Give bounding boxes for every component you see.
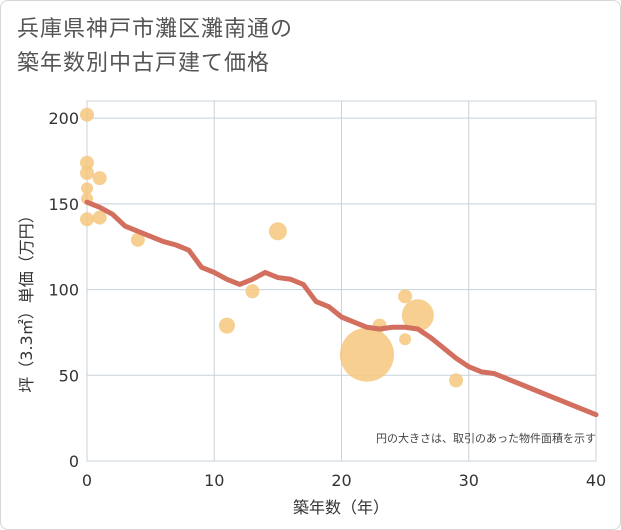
data-point: [399, 333, 412, 346]
data-point: [130, 232, 145, 247]
data-points: [80, 107, 464, 388]
trend-line: [84, 199, 599, 418]
size-annotation: 円の大きさは、取引のあった物件面積を示す: [376, 431, 596, 445]
y-tick-label: 150: [48, 195, 79, 214]
data-point: [92, 171, 107, 186]
grid-lines: [87, 101, 597, 461]
y-tick-label: 100: [48, 281, 79, 300]
chart-title-line-2: 築年数別中古戸建て価格: [17, 51, 271, 76]
data-point: [80, 212, 94, 227]
x-axis-label: 築年数（年）: [293, 498, 389, 517]
x-tick-label: 30: [459, 471, 479, 490]
chart-title: 兵庫県神戸市灘区灘南通の 築年数別中古戸建て価格: [17, 13, 293, 81]
y-tick-label: 0: [69, 452, 79, 471]
data-point: [80, 107, 94, 122]
data-point: [81, 182, 93, 195]
data-point: [449, 373, 464, 388]
x-tick-label: 0: [82, 471, 92, 490]
data-point: [80, 155, 94, 170]
trend-layer: [84, 199, 599, 418]
y-axis-label: 坪（3.3㎡）単価（万円）: [17, 207, 36, 392]
x-tick-label: 10: [204, 471, 224, 490]
y-tick-label: 200: [48, 109, 79, 128]
y-tick-label: 50: [59, 366, 79, 385]
data-point: [92, 210, 107, 225]
x-tick-label: 40: [586, 471, 606, 490]
data-point: [268, 222, 287, 241]
data-point: [339, 327, 394, 382]
data-point: [398, 289, 413, 304]
data-point: [80, 166, 94, 180]
data-point: [218, 317, 235, 334]
chart-title-line-1: 兵庫県神戸市灘区灘南通の: [17, 17, 294, 42]
axis-ticks: 0 10 20 30 40 0 50 100 150 200: [48, 109, 606, 490]
x-tick-label: 20: [331, 471, 351, 490]
data-point: [401, 299, 434, 332]
data-point: [245, 284, 260, 299]
